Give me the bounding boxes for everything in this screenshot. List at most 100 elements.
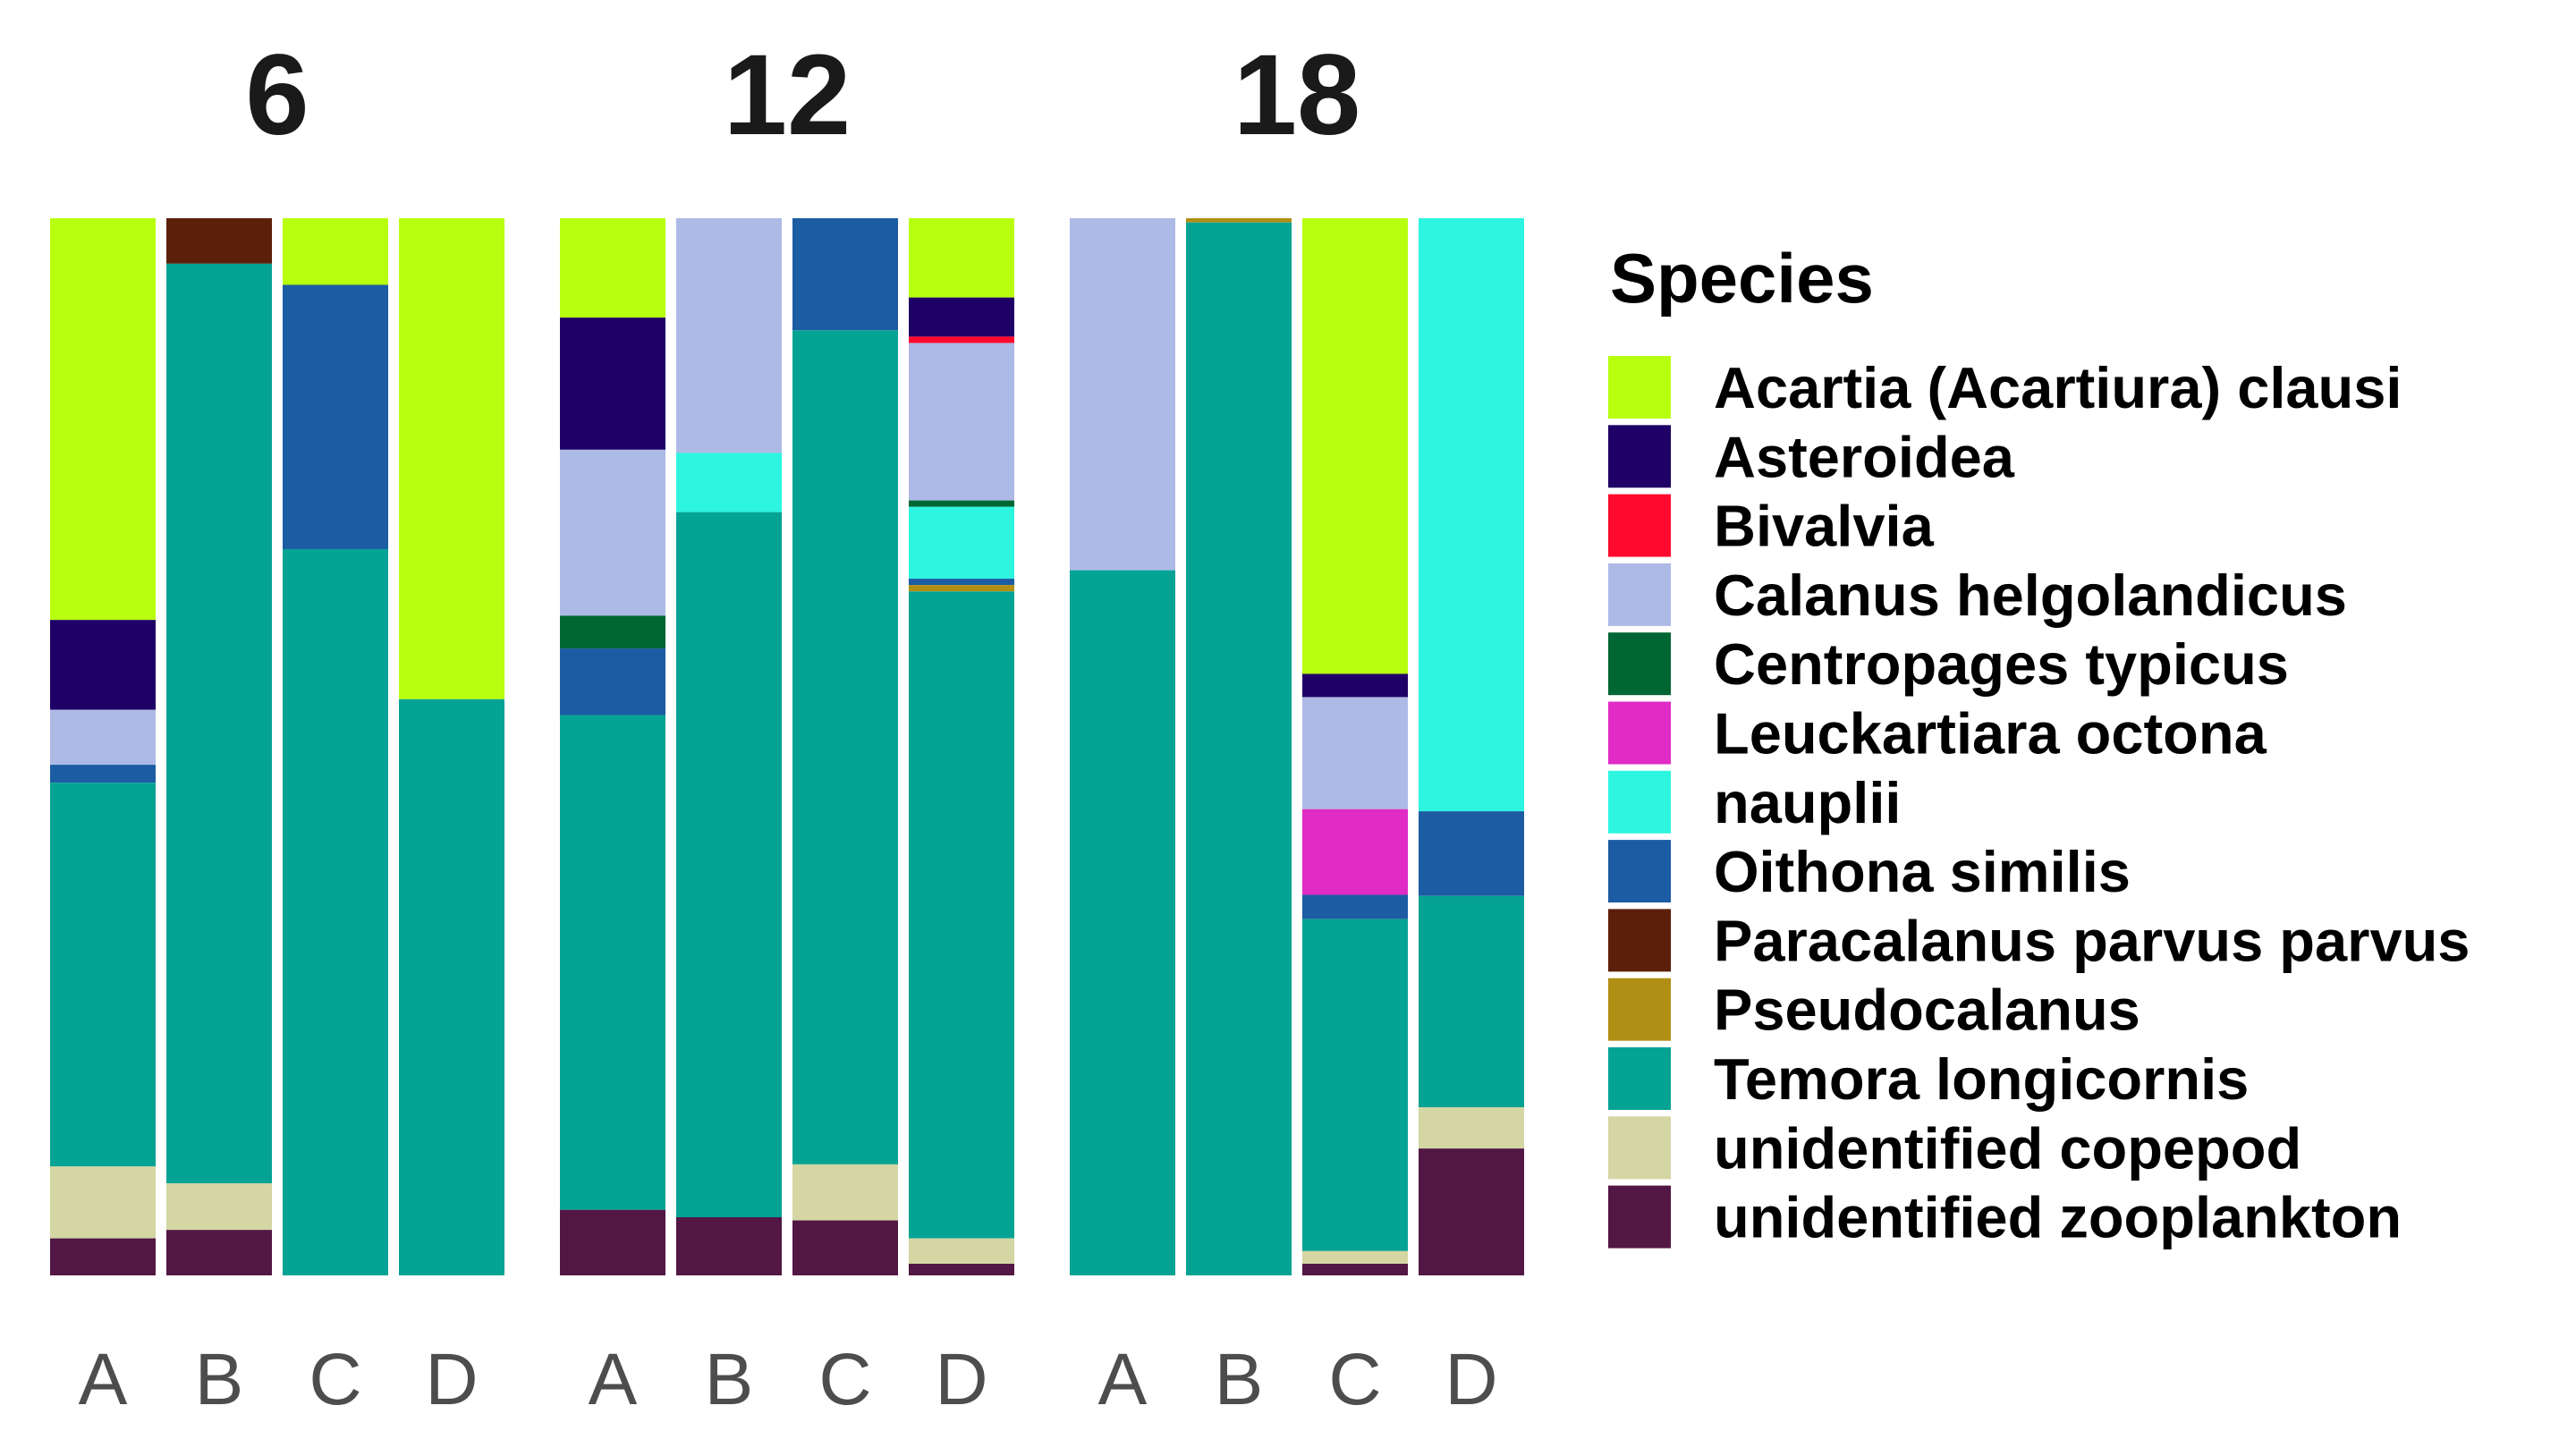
tick-label-12-c: C — [818, 1339, 871, 1420]
bar-segment-18-d-temora-longicornis — [1419, 895, 1524, 1108]
legend-label-nauplii: nauplii — [1714, 770, 1901, 835]
bar-segment-12-c-temora-longicornis — [792, 330, 898, 1164]
bar-segment-6-a-oithona-similis — [50, 765, 156, 783]
bar-segment-6-d-acartia-acartiura-clausi — [399, 218, 504, 699]
bar-segment-18-c-temora-longicornis — [1302, 919, 1408, 1251]
bar-segment-18-a-temora-longicornis — [1070, 570, 1175, 1275]
bar-segment-12-d-pseudocalanus — [909, 585, 1014, 592]
tick-label-18-c: C — [1328, 1339, 1381, 1420]
legend-key-bivalvia — [1608, 494, 1671, 557]
bar-segment-6-b-unidentified-zooplankton — [166, 1230, 272, 1275]
legend-label-oithona-similis: Oithona similis — [1714, 839, 2131, 904]
bar-segment-18-d-nauplii — [1419, 218, 1524, 812]
tick-label-6-d: D — [425, 1339, 478, 1420]
bar-12-b — [676, 218, 782, 1275]
bar-12-c — [792, 218, 898, 1275]
legend-item-unidentified-zooplankton: unidentified zooplankton — [1608, 1185, 2402, 1250]
bar-segment-12-a-acartia-acartiura-clausi — [560, 218, 665, 318]
legend-key-paracalanus-parvus-parvus — [1608, 909, 1671, 972]
bar-segment-12-b-calanus-helgolandicus — [676, 218, 782, 453]
bar-6-b — [166, 218, 272, 1275]
legend-key-pseudocalanus — [1608, 978, 1671, 1041]
legend-label-paracalanus-parvus-parvus: Paracalanus parvus parvus — [1714, 908, 2470, 973]
legend-label-calanus-helgolandicus: Calanus helgolandicus — [1714, 563, 2347, 628]
facet-title-6: 6 — [245, 31, 309, 159]
bar-segment-6-a-unidentified-zooplankton — [50, 1238, 156, 1275]
bar-segment-12-c-unidentified-copepod — [792, 1164, 898, 1221]
legend-key-asteroidea — [1608, 425, 1671, 488]
bar-segment-12-a-unidentified-zooplankton — [560, 1209, 665, 1275]
legend-item-acartia-acartiura-clausi: Acartia (Acartiura) clausi — [1608, 355, 2402, 420]
tick-label-12-b: B — [705, 1339, 754, 1420]
legend-item-asteroidea: Asteroidea — [1608, 424, 2015, 489]
bar-segment-18-c-unidentified-zooplankton — [1302, 1264, 1408, 1275]
bar-segment-18-d-unidentified-zooplankton — [1419, 1148, 1524, 1275]
bars-layer — [50, 218, 1524, 1276]
legend-key-calanus-helgolandicus — [1608, 563, 1671, 626]
legend-items: Acartia (Acartiura) clausiAsteroideaBiva… — [1608, 355, 2470, 1250]
legend-key-oithona-similis — [1608, 840, 1671, 903]
bar-18-c — [1302, 218, 1408, 1275]
legend-label-unidentified-copepod: unidentified copepod — [1714, 1115, 2301, 1181]
bar-segment-6-c-temora-longicornis — [283, 548, 388, 1275]
bar-segment-6-a-temora-longicornis — [50, 783, 156, 1167]
bar-segment-18-d-oithona-similis — [1419, 811, 1524, 896]
bar-segment-18-c-acartia-acartiura-clausi — [1302, 218, 1408, 674]
bar-segment-12-d-nauplii — [909, 506, 1014, 580]
bar-segment-6-c-acartia-acartiura-clausi — [283, 218, 388, 285]
bar-segment-12-d-oithona-similis — [909, 579, 1014, 586]
bar-segment-12-d-unidentified-copepod — [909, 1238, 1014, 1264]
bar-12-d — [909, 218, 1014, 1275]
bar-segment-12-c-oithona-similis — [792, 218, 898, 331]
bar-segment-18-b-temora-longicornis — [1186, 222, 1292, 1276]
bar-segment-18-d-unidentified-copepod — [1419, 1107, 1524, 1149]
legend-key-temora-longicornis — [1608, 1047, 1671, 1110]
tick-label-6-a: A — [79, 1339, 128, 1420]
bar-segment-12-b-unidentified-zooplankton — [676, 1216, 782, 1275]
legend-item-calanus-helgolandicus: Calanus helgolandicus — [1608, 563, 2347, 628]
legend-item-leuckartiara-octona: Leuckartiara octona — [1608, 701, 2267, 766]
bar-segment-6-c-oithona-similis — [283, 284, 388, 549]
legend-label-leuckartiara-octona: Leuckartiara octona — [1714, 701, 2267, 766]
bar-segment-12-d-asteroidea — [909, 297, 1014, 337]
bar-18-d — [1419, 218, 1524, 1275]
facet-title-18: 18 — [1233, 31, 1360, 159]
tick-label-18-d: D — [1445, 1339, 1497, 1420]
bar-segment-12-d-temora-longicornis — [909, 591, 1014, 1239]
bar-segment-12-d-unidentified-zooplankton — [909, 1264, 1014, 1275]
bar-segment-18-c-unidentified-copepod — [1302, 1250, 1408, 1264]
legend-label-unidentified-zooplankton: unidentified zooplankton — [1714, 1185, 2402, 1250]
bar-segment-12-c-unidentified-zooplankton — [792, 1220, 898, 1275]
bar-segment-12-a-temora-longicornis — [560, 715, 665, 1210]
tick-label-6-b: B — [195, 1339, 244, 1420]
legend-label-acartia-acartiura-clausi: Acartia (Acartiura) clausi — [1714, 355, 2402, 420]
legend-item-unidentified-copepod: unidentified copepod — [1608, 1115, 2301, 1181]
tick-label-18-a: A — [1098, 1339, 1148, 1420]
bar-segment-6-a-unidentified-copepod — [50, 1166, 156, 1239]
bar-segment-6-b-temora-longicornis — [166, 263, 272, 1184]
legend-label-centropages-typicus: Centropages typicus — [1714, 631, 2289, 697]
legend-item-oithona-similis: Oithona similis — [1608, 839, 2131, 904]
legend-item-paracalanus-parvus-parvus: Paracalanus parvus parvus — [1608, 908, 2470, 973]
bar-segment-12-a-asteroidea — [560, 318, 665, 450]
bar-segment-6-b-paracalanus-parvus-parvus — [166, 218, 272, 264]
bar-segment-12-b-nauplii — [676, 453, 782, 512]
bar-segment-18-c-asteroidea — [1302, 673, 1408, 698]
legend-key-centropages-typicus — [1608, 632, 1671, 696]
facet-title-12: 12 — [724, 31, 851, 159]
bar-segment-12-d-calanus-helgolandicus — [909, 343, 1014, 501]
bar-18-a — [1070, 218, 1175, 1275]
legend-item-pseudocalanus: Pseudocalanus — [1608, 978, 2140, 1043]
facet-titles: 6 12 18 — [245, 31, 1360, 159]
tick-label-6-c: C — [309, 1339, 361, 1420]
bar-6-c — [283, 218, 388, 1275]
bar-segment-12-a-centropages-typicus — [560, 615, 665, 649]
legend: Species Acartia (Acartiura) clausiAstero… — [1608, 239, 2470, 1250]
tick-label-12-a: A — [589, 1339, 638, 1420]
bar-segment-12-d-acartia-acartiura-clausi — [909, 218, 1014, 298]
bar-segment-18-c-leuckartiara-octona — [1302, 809, 1408, 895]
legend-item-temora-longicornis: Temora longicornis — [1608, 1046, 2249, 1112]
